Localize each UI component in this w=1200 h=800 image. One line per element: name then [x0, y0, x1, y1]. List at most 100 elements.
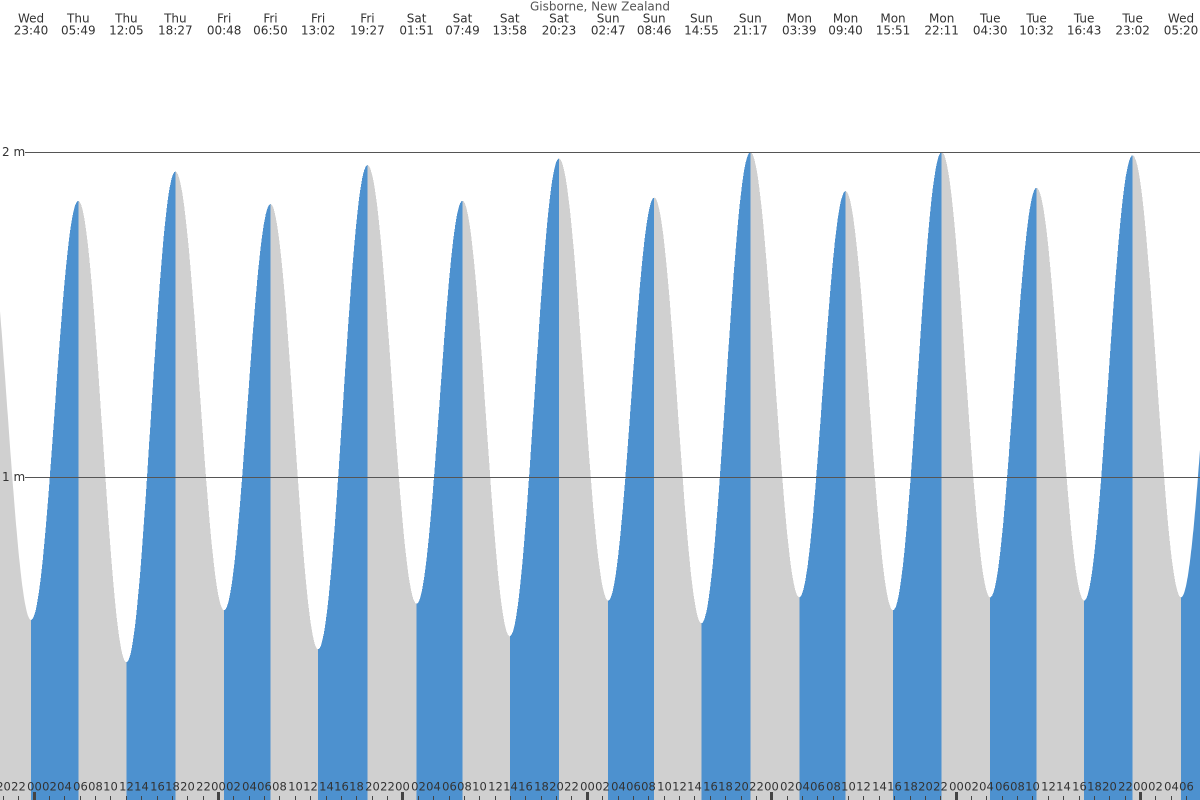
x-tick-label: 06	[995, 780, 1010, 794]
x-tick-label: 22	[11, 780, 26, 794]
x-tick-label: 06	[257, 780, 272, 794]
x-tick-label: 22	[380, 780, 395, 794]
extreme-day: Fri	[360, 12, 374, 26]
x-tick-label: 12	[856, 780, 871, 794]
tide-area	[893, 152, 942, 800]
extreme-day: Sun	[739, 12, 762, 26]
x-tick-label: 10	[1025, 780, 1040, 794]
extreme-time: 07:49	[445, 24, 480, 38]
x-tick-label: 18	[1087, 780, 1102, 794]
x-tick-label: 18	[349, 780, 364, 794]
x-tick-label: 20	[1102, 780, 1117, 794]
x-tick-label: 22	[1118, 780, 1133, 794]
x-tick-label: 16	[334, 780, 349, 794]
x-tick-label: 00	[211, 780, 226, 794]
x-tick-label: 12	[303, 780, 318, 794]
tide-area	[270, 204, 319, 800]
x-tick-label: 18	[165, 780, 180, 794]
tide-area	[990, 187, 1037, 800]
tide-area	[126, 171, 176, 800]
extreme-day: Thu	[114, 12, 138, 26]
tide-area	[509, 158, 559, 800]
x-tick-label: 02	[411, 780, 426, 794]
x-tick-label: 06	[442, 780, 457, 794]
x-tick-label: 00	[949, 780, 964, 794]
x-tick-label: 18	[903, 780, 918, 794]
x-tick-label: 16	[518, 780, 533, 794]
extreme-day: Mon	[929, 12, 954, 26]
x-tick-label: 02	[226, 780, 241, 794]
x-tick-label: 08	[641, 780, 656, 794]
x-tick-label: 18	[718, 780, 733, 794]
x-tick-label: 06	[626, 780, 641, 794]
x-tick-label: 00	[764, 780, 779, 794]
extreme-time: 13:58	[492, 24, 527, 38]
x-tick-label: 12	[1041, 780, 1056, 794]
extreme-time: 19:27	[350, 24, 385, 38]
x-tick-label: 20	[365, 780, 380, 794]
tide-area	[1036, 187, 1085, 800]
x-tick-label: 04	[242, 780, 257, 794]
y-tick-label: 2 m	[2, 145, 25, 159]
extreme-day: Sun	[690, 12, 713, 26]
extreme-day: Tue	[1121, 12, 1143, 26]
tide-area	[608, 197, 655, 800]
extreme-day: Sun	[643, 12, 666, 26]
x-tick-label: 10	[103, 780, 118, 794]
tide-area	[559, 158, 609, 800]
x-tick-label: 16	[887, 780, 902, 794]
extreme-day: Fri	[217, 12, 231, 26]
tide-area	[845, 191, 893, 800]
extreme-day: Tue	[1073, 12, 1095, 26]
x-tick-label: 20	[734, 780, 749, 794]
tide-area	[941, 152, 991, 800]
x-tick-label: 14	[687, 780, 702, 794]
tide-area	[224, 204, 271, 800]
extreme-day: Sat	[407, 12, 427, 26]
tide-area	[78, 200, 127, 800]
extreme-day: Tue	[1025, 12, 1047, 26]
extreme-time: 22:11	[924, 24, 959, 38]
extreme-time: 18:27	[158, 24, 193, 38]
extreme-time: 04:30	[973, 24, 1008, 38]
x-tick-label: 14	[503, 780, 518, 794]
x-tick-label: 00	[395, 780, 410, 794]
x-tick-label: 04	[795, 780, 810, 794]
extreme-time: 03:39	[782, 24, 817, 38]
tide-area	[367, 165, 417, 800]
extreme-time: 02:47	[591, 24, 626, 38]
tide-area	[701, 152, 751, 800]
x-tick-label: 04	[426, 780, 441, 794]
tide-area	[318, 165, 368, 800]
x-tick-label: 22	[933, 780, 948, 794]
x-tick-label: 04	[57, 780, 72, 794]
extreme-time: 15:51	[876, 24, 911, 38]
x-tick-label: 22	[564, 780, 579, 794]
extreme-day: Fri	[311, 12, 325, 26]
x-tick-label: 06	[810, 780, 825, 794]
x-tick-label: 16	[703, 780, 718, 794]
x-tick-label: 16	[150, 780, 165, 794]
x-tick-label: 18	[534, 780, 549, 794]
x-tick-label: 20	[180, 780, 195, 794]
x-tick-label: 02	[780, 780, 795, 794]
extreme-day: Sat	[453, 12, 473, 26]
chart-title: Gisborne, New Zealand	[530, 0, 670, 14]
x-tick-label: 00	[27, 780, 42, 794]
x-tick-label: 10	[472, 780, 487, 794]
tide-area	[654, 197, 702, 800]
x-tick-label: 16	[1072, 780, 1087, 794]
extreme-day: Mon	[833, 12, 858, 26]
x-tick-label: 00	[1133, 780, 1148, 794]
x-tick-label: 00	[580, 780, 595, 794]
x-tick-label: 10	[657, 780, 672, 794]
x-tick-label: 20	[0, 780, 11, 794]
x-tick-label: 14	[134, 780, 149, 794]
extreme-day: Mon	[880, 12, 905, 26]
extreme-day: Thu	[66, 12, 90, 26]
extreme-time: 13:02	[301, 24, 336, 38]
tide-area	[31, 200, 79, 800]
x-tick-label: 20	[549, 780, 564, 794]
